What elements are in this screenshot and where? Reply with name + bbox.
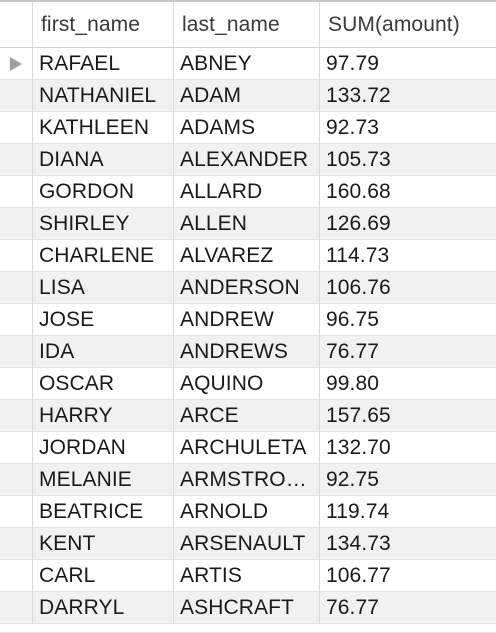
cell-first-name[interactable]: LISA xyxy=(33,272,174,303)
cell-last-name[interactable]: ALLEN xyxy=(174,208,320,239)
cell-last-name[interactable]: ASHCRAFT xyxy=(174,592,320,623)
table-row[interactable]: KENT ARSENAULT 134.73 xyxy=(0,528,496,560)
cell-first-name[interactable]: DARRYL xyxy=(33,592,174,623)
cell-last-name[interactable]: ADAMS xyxy=(174,112,320,143)
cell-sum-amount[interactable]: 76.77 xyxy=(326,340,380,363)
table-row[interactable]: LISA ANDERSON 106.76 xyxy=(0,272,496,304)
cell-sum-amount[interactable]: 96.75 xyxy=(326,308,380,331)
row-selector[interactable] xyxy=(0,432,33,463)
cell-last-name[interactable]: ALEXANDER xyxy=(174,144,320,175)
cell-first-name[interactable]: JORDAN xyxy=(33,432,174,463)
table-row[interactable]: NATHANIEL ADAM 133.72 xyxy=(0,80,496,112)
cell-last-name[interactable]: ABNEY xyxy=(174,48,320,79)
table-row[interactable]: DARRYL ASHCRAFT 76.77 xyxy=(0,592,496,624)
row-selector[interactable] xyxy=(0,240,33,271)
cell-last-name[interactable]: AQUINO xyxy=(174,368,320,399)
table-row[interactable]: KATHLEEN ADAMS 92.73 xyxy=(0,112,496,144)
cell-first-name[interactable]: RAFAEL xyxy=(33,48,174,79)
cell-last-name[interactable]: ARCHULETA xyxy=(174,432,320,463)
row-selector[interactable] xyxy=(0,272,33,303)
cell-last-name[interactable]: ADAM xyxy=(174,80,320,111)
row-selector[interactable] xyxy=(0,112,33,143)
grid-header-row: first_name last_name SUM(amount) xyxy=(0,2,496,48)
column-header-first-name[interactable]: first_name xyxy=(33,2,174,47)
row-selector[interactable] xyxy=(0,400,33,431)
row-selector[interactable] xyxy=(0,48,33,79)
grid-body: RAFAEL ABNEY 97.79 NATHANIEL ADAM 133.72 KATHL… xyxy=(0,48,496,624)
table-row[interactable]: OSCAR AQUINO 99.80 xyxy=(0,368,496,400)
table-row[interactable]: HARRY ARCE 157.65 xyxy=(0,400,496,432)
row-selector[interactable] xyxy=(0,496,33,527)
cell-first-name[interactable]: NATHANIEL xyxy=(33,80,174,111)
cell-first-name[interactable]: CARL xyxy=(33,560,174,591)
cell-first-name[interactable]: DIANA xyxy=(33,144,174,175)
cell-last-name[interactable]: ARCE xyxy=(174,400,320,431)
table-row[interactable]: GORDON ALLARD 160.68 xyxy=(0,176,496,208)
cell-last-name[interactable]: ANDREW xyxy=(174,304,320,335)
cell-first-name[interactable]: SHIRLEY xyxy=(33,208,174,239)
cell-sum-amount[interactable]: 99.80 xyxy=(326,372,380,395)
cell-first-name[interactable]: MELANIE xyxy=(33,464,174,495)
table-row[interactable]: DIANA ALEXANDER 105.73 xyxy=(0,144,496,176)
cell-last-name[interactable]: ANDERSON xyxy=(174,272,320,303)
cell-last-name[interactable]: ALLARD xyxy=(174,176,320,207)
row-selector[interactable] xyxy=(0,592,33,623)
cell-sum-amount[interactable]: 76.77 xyxy=(326,596,380,619)
row-selector[interactable] xyxy=(0,528,33,559)
table-row[interactable]: SHIRLEY ALLEN 126.69 xyxy=(0,208,496,240)
cell-first-name[interactable]: BEATRICE xyxy=(33,496,174,527)
table-row[interactable]: IDA ANDREWS 76.77 xyxy=(0,336,496,368)
cell-sum-amount[interactable]: 106.76 xyxy=(326,276,391,299)
table-row[interactable]: CHARLENE ALVAREZ 114.73 xyxy=(0,240,496,272)
cell-last-name[interactable]: ARNOLD xyxy=(174,496,320,527)
cell-first-name[interactable]: GORDON xyxy=(33,176,174,207)
cell-sum-amount[interactable]: 160.68 xyxy=(326,180,391,203)
cell-sum-amount[interactable]: 97.79 xyxy=(326,52,380,75)
table-row[interactable]: BEATRICE ARNOLD 119.74 xyxy=(0,496,496,528)
cell-first-name[interactable]: KENT xyxy=(33,528,174,559)
cell-sum-amount[interactable]: 126.69 xyxy=(326,212,391,235)
row-selector-header[interactable] xyxy=(0,2,33,47)
cell-sum-amount[interactable]: 92.75 xyxy=(326,468,380,491)
row-selector[interactable] xyxy=(0,80,33,111)
column-header-sum-amount[interactable]: SUM(amount) xyxy=(328,13,460,36)
cell-sum-amount[interactable]: 106.77 xyxy=(326,564,391,587)
cell-last-name[interactable]: ANDREWS xyxy=(174,336,320,367)
cell-sum-amount[interactable]: 119.74 xyxy=(326,500,390,523)
cell-last-name[interactable]: ARSENAULT xyxy=(174,528,320,559)
row-selector[interactable] xyxy=(0,208,33,239)
cell-last-name[interactable]: ALVAREZ xyxy=(174,240,320,271)
table-row[interactable]: RAFAEL ABNEY 97.79 xyxy=(0,48,496,80)
row-selector[interactable] xyxy=(0,144,33,175)
table-row[interactable]: JORDAN ARCHULETA 132.70 xyxy=(0,432,496,464)
table-row[interactable]: MELANIE ARMSTRO… 92.75 xyxy=(0,464,496,496)
row-selector[interactable] xyxy=(0,176,33,207)
cell-first-name[interactable]: OSCAR xyxy=(33,368,174,399)
cell-first-name[interactable]: CHARLENE xyxy=(33,240,174,271)
cell-sum-amount[interactable]: 132.70 xyxy=(326,436,391,459)
table-row[interactable]: CARL ARTIS 106.77 xyxy=(0,560,496,592)
row-selector[interactable] xyxy=(0,464,33,495)
current-row-pointer-icon xyxy=(10,57,22,71)
cell-first-name[interactable]: HARRY xyxy=(33,400,174,431)
cell-sum-amount[interactable]: 157.65 xyxy=(326,404,391,427)
cell-sum-amount[interactable]: 133.72 xyxy=(326,84,391,107)
row-selector[interactable] xyxy=(0,336,33,367)
row-selector[interactable] xyxy=(0,560,33,591)
cell-last-name[interactable]: ARMSTRO… xyxy=(174,464,320,495)
cell-sum-amount[interactable]: 92.73 xyxy=(326,116,380,139)
cell-last-name[interactable]: ARTIS xyxy=(174,560,320,591)
column-header-last-name[interactable]: last_name xyxy=(174,2,320,47)
cell-first-name[interactable]: JOSE xyxy=(33,304,174,335)
table-row[interactable]: JOSE ANDREW 96.75 xyxy=(0,304,496,336)
cell-sum-amount[interactable]: 114.73 xyxy=(326,244,390,267)
cell-sum-amount[interactable]: 105.73 xyxy=(326,148,391,171)
row-selector[interactable] xyxy=(0,304,33,335)
cell-first-name[interactable]: IDA xyxy=(33,336,174,367)
row-selector[interactable] xyxy=(0,368,33,399)
cell-first-name[interactable]: KATHLEEN xyxy=(33,112,174,143)
cell-sum-amount[interactable]: 134.73 xyxy=(326,532,391,555)
